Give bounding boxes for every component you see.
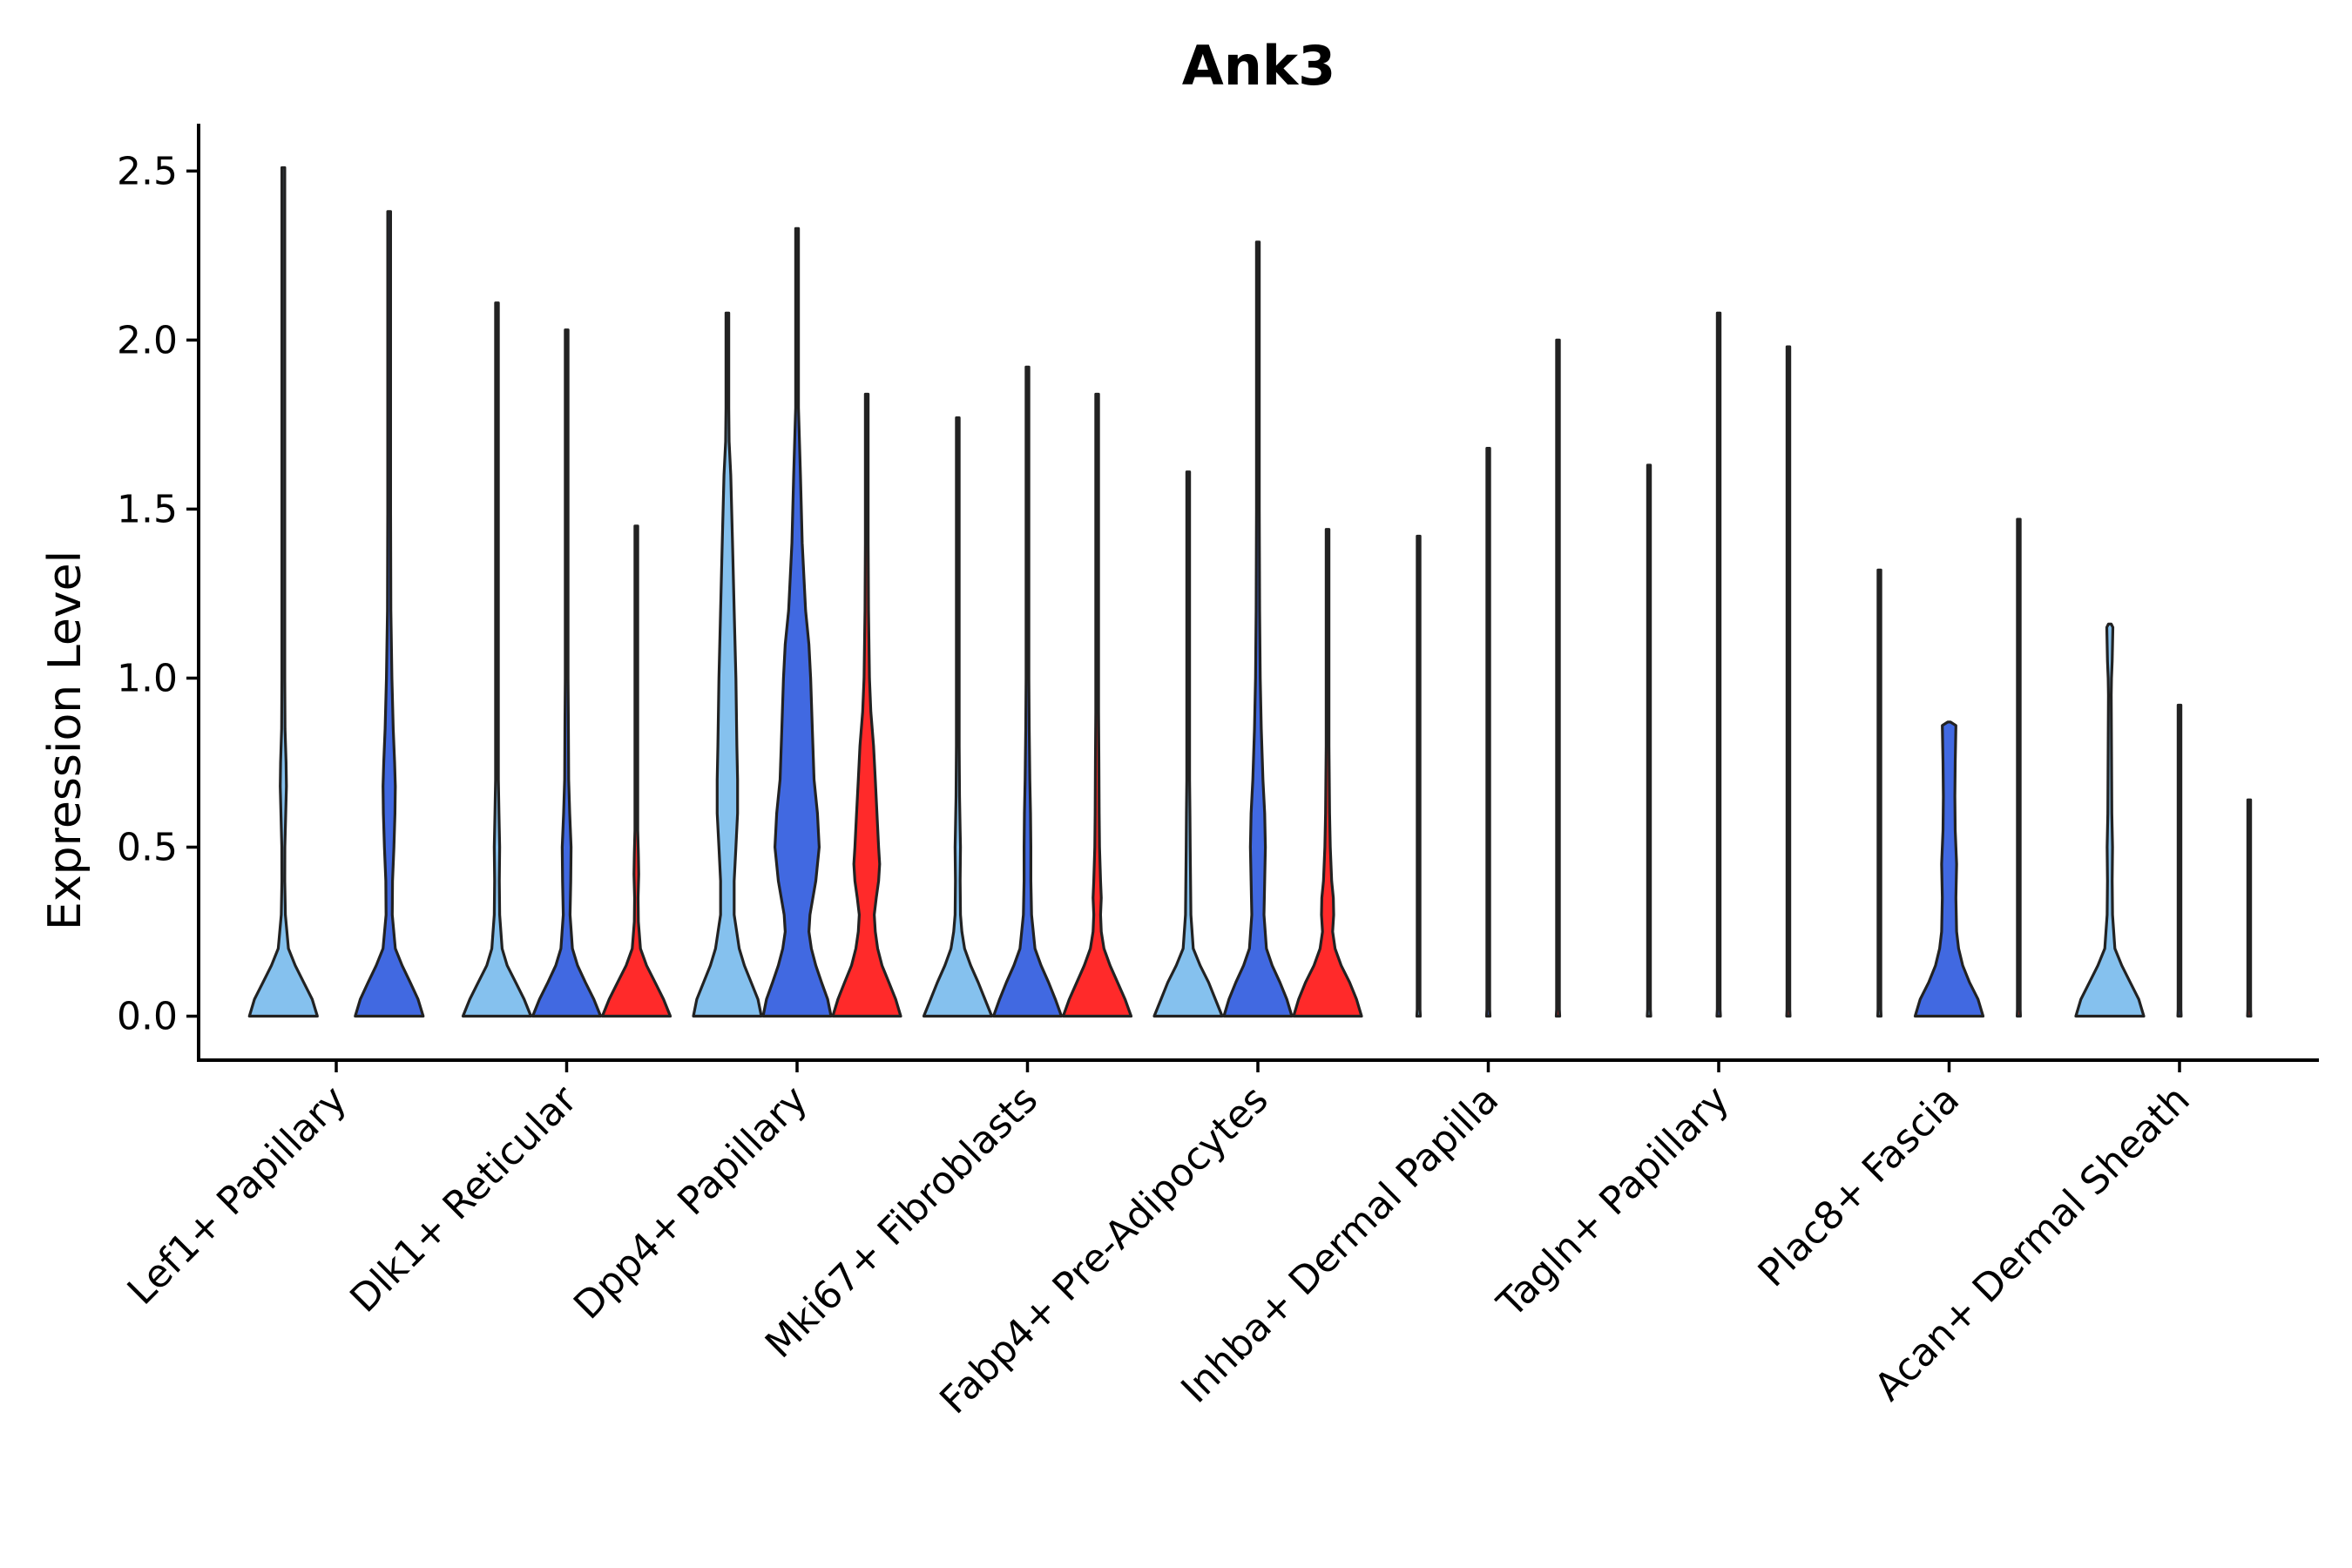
y-tick-label: 2.5 — [117, 149, 178, 193]
violin-red — [831, 392, 902, 1018]
violin-light-blue — [1876, 568, 1882, 1018]
violin-blue — [2176, 703, 2183, 1018]
violin-blue — [531, 328, 603, 1018]
x-tick-label: Dlk1+ Reticular — [341, 1077, 586, 1321]
y-tick-label: 1.5 — [117, 487, 178, 531]
violin-light-blue — [1152, 470, 1224, 1018]
violin-light-blue — [461, 301, 533, 1018]
y-tick-label: 1.0 — [117, 656, 178, 700]
violin-blue — [761, 226, 833, 1018]
violin-red — [600, 524, 672, 1018]
violin-blue — [1484, 447, 1492, 1018]
y-tick-label: 2.0 — [117, 318, 178, 362]
violin-red — [1785, 345, 1792, 1018]
violin-red — [1292, 528, 1363, 1018]
y-tick-label: 0.5 — [117, 826, 178, 870]
y-tick-label: 0.0 — [117, 995, 178, 1039]
violin-blue — [1222, 240, 1294, 1018]
violin-light-blue — [692, 311, 763, 1018]
violin-blue — [1913, 720, 1985, 1018]
violin-light-blue — [922, 416, 994, 1018]
y-axis-ticks: 0.0 0.5 1.0 1.5 2.0 2.5 — [117, 149, 199, 1039]
violin-light-blue — [1646, 463, 1652, 1018]
violin-blue — [991, 365, 1064, 1018]
violin-blue — [1715, 311, 1722, 1018]
x-tick-label: Tagln+ Papillary — [1489, 1078, 1738, 1327]
chart-title: Ank3 — [1182, 34, 1336, 98]
violin-light-blue — [1415, 534, 1423, 1018]
violin-light-blue — [247, 166, 319, 1018]
violin-red — [2016, 517, 2022, 1018]
x-tick-label: Plac8+ Fascia — [1750, 1078, 1969, 1296]
violin-light-blue — [2074, 622, 2146, 1018]
y-axis-title: Expression Level — [39, 551, 91, 930]
x-tick-label: Dpp4+ Papillary — [565, 1078, 816, 1328]
violin-red — [1061, 392, 1133, 1018]
x-tick-label: Lef1+ Papillary — [119, 1078, 355, 1314]
violin-red — [2246, 798, 2253, 1018]
violin-red — [1554, 338, 1562, 1018]
violin-blue — [354, 210, 425, 1018]
violin-group — [247, 166, 2253, 1018]
